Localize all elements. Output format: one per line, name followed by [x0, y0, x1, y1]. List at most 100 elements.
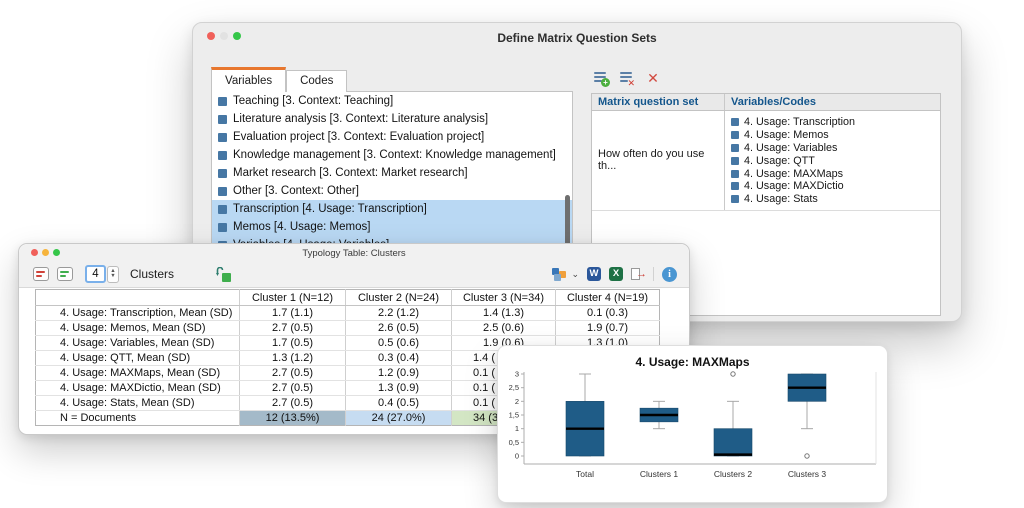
list-item[interactable]: Literature analysis [3. Context: Literat… [212, 110, 572, 128]
list-item-label: Evaluation project [3. Context: Evaluati… [233, 131, 485, 143]
code-square-icon [218, 222, 227, 232]
typology-header-row: Cluster 1 (N=12) Cluster 2 (N=24) Cluster … [35, 289, 660, 306]
column-header[interactable] [35, 289, 240, 306]
question-set-toolbar: + ✕ ✕ [591, 67, 943, 89]
zoom-window-button[interactable] [233, 32, 241, 40]
value-cell[interactable]: 2.6 (0.5) [345, 320, 452, 336]
y-tick-label: 0,5 [509, 438, 519, 447]
y-tick-label: 2,5 [509, 383, 519, 392]
column-header[interactable]: Cluster 3 (N=34) [451, 289, 556, 306]
list-item[interactable]: Knowledge management [3. Context: Knowle… [212, 146, 572, 164]
tab-codes[interactable]: Codes [286, 70, 348, 92]
add-question-set-icon[interactable]: + [593, 70, 610, 87]
remove-variables-icon[interactable]: ✕ [619, 70, 635, 88]
x-category-label: Clusters 1 [640, 469, 679, 479]
options-red-icon[interactable] [33, 267, 49, 281]
boxplot-window: 4. Usage: MAXMaps 3 2,5 2 1,5 1 0,5 0 Total Clus… [497, 345, 888, 503]
table-row[interactable]: 4. Usage: QTT, Mean (SD) 1.3 (1.2) 0.3 (0.… [35, 350, 660, 366]
y-tick-label: 1,5 [509, 411, 519, 420]
value-cell[interactable]: 1.7 (0.5) [239, 335, 346, 351]
list-item[interactable]: Evaluation project [3. Context: Evaluati… [212, 128, 572, 146]
column-header[interactable]: Cluster 2 (N=24) [345, 289, 452, 306]
export-icon[interactable]: → [631, 267, 647, 281]
column-header[interactable]: Cluster 4 (N=19) [555, 289, 660, 306]
value-cell[interactable]: 12 (13.5%) [239, 410, 346, 426]
stepper-arrows[interactable]: ▲ ▼ [107, 265, 119, 283]
value-cell[interactable]: 2.7 (0.5) [239, 365, 346, 381]
value-cell[interactable]: 1.3 (1.2) [239, 350, 346, 366]
cluster-count-stepper: 4 ▲ ▼ [85, 265, 119, 283]
row-label[interactable]: N = Documents [35, 410, 240, 426]
value-cell[interactable]: 1.2 (0.9) [345, 365, 452, 381]
value-cell[interactable]: 1.4 (1.3) [451, 305, 556, 321]
list-item[interactable]: Other [3. Context: Other] [212, 182, 572, 200]
table-row[interactable]: 4. Usage: Transcription, Mean (SD) 1.7 (1… [35, 305, 660, 321]
minimize-window-button[interactable] [42, 249, 49, 256]
table-row[interactable]: 4. Usage: Memos, Mean (SD) 2.7 (0.5) 2.6 (… [35, 320, 660, 336]
close-window-button[interactable] [31, 249, 38, 256]
value-cell[interactable]: 2.2 (1.2) [345, 305, 452, 321]
row-label[interactable]: 4. Usage: Memos, Mean (SD) [35, 320, 240, 336]
word-export-icon[interactable]: W [587, 267, 601, 281]
options-green-icon[interactable] [57, 267, 73, 281]
tab-variables[interactable]: Variables [211, 67, 287, 92]
question-set-name[interactable]: How often do you use th... [598, 148, 705, 173]
list-item[interactable]: Memos [4. Usage: Memos] [212, 218, 572, 236]
value-cell[interactable]: 2.5 (0.6) [451, 320, 556, 336]
value-cell[interactable]: 0.5 (0.6) [345, 335, 452, 351]
code-square-icon [218, 96, 227, 106]
typology-toolbar: 4 ▲ ▼ Clusters ⌄ W X → i [19, 261, 689, 287]
code-label: 4. Usage: QTT [744, 154, 815, 167]
value-cell[interactable]: 2.7 (0.5) [239, 320, 346, 336]
value-cell[interactable]: 2.7 (0.5) [239, 395, 346, 411]
list-item[interactable]: Teaching [3. Context: Teaching] [212, 92, 572, 110]
code-list-item: 4. Usage: Memos [731, 129, 934, 142]
list-item[interactable]: Market research [3. Context: Market rese… [212, 164, 572, 182]
value-cell[interactable]: 1.7 (1.1) [239, 305, 346, 321]
question-set-codes[interactable]: 4. Usage: Transcription 4. Usage: Memos 4.… [724, 111, 940, 210]
code-square-icon [218, 132, 227, 142]
row-label[interactable]: 4. Usage: Variables, Mean (SD) [35, 335, 240, 351]
column-header[interactable]: Cluster 1 (N=12) [239, 289, 346, 306]
code-label: 4. Usage: Transcription [744, 116, 856, 129]
value-cell[interactable]: 0.4 (0.5) [345, 395, 452, 411]
info-icon[interactable]: i [662, 266, 677, 282]
question-set-row[interactable]: How often do you use th... 4. Usage: Tra… [592, 111, 940, 211]
boxplot-outlier [804, 453, 810, 459]
value-cell[interactable]: 2.7 (0.5) [239, 380, 346, 396]
code-list-item: 4. Usage: MAXDictio [731, 180, 934, 193]
value-cell[interactable]: 0.1 (0.3) [555, 305, 660, 321]
minimize-window-button[interactable] [220, 32, 228, 40]
code-list-item: 4. Usage: Variables [731, 142, 934, 155]
code-label: 4. Usage: Stats [744, 193, 818, 206]
delete-question-set-icon[interactable]: ✕ [647, 70, 659, 86]
value-cell[interactable]: 24 (27.0%) [345, 410, 452, 426]
cluster-count-input[interactable]: 4 [85, 265, 106, 283]
list-item-label: Literature analysis [3. Context: Literat… [233, 113, 489, 125]
code-list-item: 4. Usage: QTT [731, 154, 934, 167]
code-square-icon [218, 114, 227, 124]
value-cell[interactable]: 0.3 (0.4) [345, 350, 452, 366]
value-cell[interactable]: 1.9 (0.7) [555, 320, 660, 336]
zoom-window-button[interactable] [53, 249, 60, 256]
variables-codes-tabs: Variables Codes [211, 67, 348, 92]
close-window-button[interactable] [207, 32, 215, 40]
stats-chart-icon[interactable] [552, 267, 567, 282]
list-item[interactable]: Transcription [4. Usage: Transcription] [212, 200, 572, 218]
row-label[interactable]: 4. Usage: QTT, Mean (SD) [35, 350, 240, 366]
code-square-icon [731, 143, 739, 152]
row-label[interactable]: 4. Usage: MAXMaps, Mean (SD) [35, 365, 240, 381]
table-row[interactable]: 4. Usage: Variables, Mean (SD) 1.7 (0.5) 0… [35, 335, 660, 351]
excel-export-icon[interactable]: X [609, 267, 623, 281]
row-label[interactable]: 4. Usage: MAXDictio, Mean (SD) [35, 380, 240, 396]
row-label[interactable]: 4. Usage: Stats, Mean (SD) [35, 395, 240, 411]
row-label[interactable]: 4. Usage: Transcription, Mean (SD) [35, 305, 240, 321]
code-list-item: 4. Usage: MAXMaps [731, 167, 934, 180]
refresh-icon[interactable] [216, 266, 232, 282]
typology-header-area: Typology Table: Clusters 4 ▲ ▼ Clusters ⌄… [19, 244, 689, 288]
y-tick-label: 3 [515, 370, 519, 379]
dropdown-chevron-icon[interactable]: ⌄ [571, 268, 579, 279]
boxplot-box [713, 428, 753, 457]
code-list-item: 4. Usage: Transcription [731, 116, 934, 129]
value-cell[interactable]: 1.3 (0.9) [345, 380, 452, 396]
